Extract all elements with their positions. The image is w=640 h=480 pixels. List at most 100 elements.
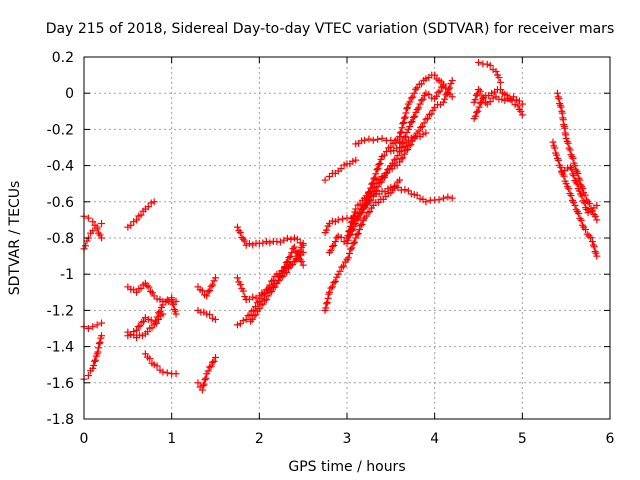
data-point bbox=[98, 319, 106, 327]
data-point bbox=[150, 198, 158, 206]
data-point bbox=[352, 234, 360, 242]
y-tick-label: -0.8 bbox=[47, 231, 74, 247]
data-point bbox=[159, 368, 167, 376]
series-arc-09 bbox=[141, 350, 180, 378]
y-tick-label: -1.8 bbox=[47, 412, 74, 428]
data-point bbox=[334, 216, 342, 224]
data-point bbox=[593, 201, 601, 209]
x-tick-label: 4 bbox=[430, 431, 439, 447]
data-point bbox=[290, 258, 298, 266]
x-tick-label: 2 bbox=[255, 431, 264, 447]
data-point bbox=[172, 370, 180, 378]
data-point bbox=[396, 158, 404, 166]
series-arc-23 bbox=[343, 77, 456, 242]
series-arc-05 bbox=[124, 198, 158, 231]
series-arc-18 bbox=[321, 156, 360, 184]
data-point bbox=[212, 274, 219, 282]
y-tick-label: -1.2 bbox=[47, 303, 74, 319]
series-arc-11 bbox=[194, 274, 219, 300]
data-point bbox=[93, 225, 101, 233]
data-point bbox=[84, 325, 92, 332]
data-point bbox=[553, 89, 561, 97]
series-arc-15 bbox=[233, 223, 307, 249]
x-tick-label: 5 bbox=[518, 431, 527, 447]
data-point bbox=[133, 216, 141, 224]
data-point bbox=[84, 372, 92, 380]
y-tick-label: 0 bbox=[65, 86, 74, 102]
data-point bbox=[439, 98, 447, 106]
data-point bbox=[242, 315, 250, 323]
data-point bbox=[588, 238, 596, 246]
y-tick-label: -0.2 bbox=[47, 122, 74, 138]
data-point bbox=[352, 156, 360, 164]
series-arc-17 bbox=[247, 241, 307, 325]
data-point bbox=[290, 243, 298, 251]
data-point bbox=[299, 261, 307, 269]
data-point bbox=[571, 162, 579, 170]
data-point bbox=[172, 310, 180, 318]
data-point bbox=[84, 214, 92, 222]
data-point bbox=[571, 201, 579, 209]
series-arc-29 bbox=[549, 138, 601, 260]
data-point bbox=[233, 274, 241, 282]
data-point bbox=[233, 223, 241, 231]
data-point bbox=[448, 77, 456, 85]
series-arc-26 bbox=[470, 86, 526, 108]
series-arc-25 bbox=[387, 80, 447, 155]
y-tick-label: -1 bbox=[60, 267, 74, 283]
data-point bbox=[321, 176, 329, 184]
series-arc-27 bbox=[470, 86, 526, 123]
data-point bbox=[448, 93, 456, 101]
data-point bbox=[299, 241, 307, 249]
data-point bbox=[439, 194, 447, 202]
chart-title: Day 215 of 2018, Sidereal Day-to-day VTE… bbox=[46, 21, 614, 37]
series-arc-31 bbox=[558, 163, 601, 217]
x-tick-label: 6 bbox=[606, 431, 615, 447]
data-point bbox=[575, 187, 583, 195]
data-point bbox=[422, 129, 430, 137]
data-point bbox=[422, 198, 430, 206]
data-point bbox=[89, 323, 97, 331]
y-axis-label: SDTVAR / TECUs bbox=[7, 181, 23, 296]
data-point bbox=[89, 227, 97, 235]
data-point bbox=[593, 216, 601, 224]
x-axis-label: GPS time / hours bbox=[288, 459, 405, 475]
data-point bbox=[387, 183, 395, 191]
data-point bbox=[325, 288, 333, 296]
data-point bbox=[133, 326, 141, 334]
data-point bbox=[168, 294, 176, 302]
data-point bbox=[361, 136, 369, 144]
data-point bbox=[593, 252, 601, 260]
data-point bbox=[514, 102, 522, 110]
data-point bbox=[255, 305, 263, 313]
data-point bbox=[475, 58, 482, 66]
x-tick-label: 1 bbox=[167, 431, 176, 447]
data-point bbox=[413, 105, 421, 113]
data-point bbox=[431, 71, 439, 79]
data-point bbox=[439, 80, 447, 88]
data-point bbox=[396, 144, 404, 151]
data-point bbox=[492, 67, 500, 75]
series-arc-10 bbox=[194, 353, 219, 394]
data-point bbox=[396, 176, 404, 184]
data-point bbox=[369, 136, 377, 144]
data-point bbox=[496, 78, 504, 86]
y-tick-label: -1.4 bbox=[47, 340, 74, 356]
series-arc-30 bbox=[553, 89, 601, 224]
series-arc-04 bbox=[80, 332, 106, 383]
data-point bbox=[212, 353, 219, 361]
data-point bbox=[549, 138, 557, 146]
axis-ticks bbox=[83, 56, 611, 420]
axis-tick-labels: 0 1 2 3 4 5 6 0.2 0 -0.2 -0.4 -0.6 -0.8 -1 -1.2 -1.4 -1.… bbox=[47, 50, 615, 447]
data-point bbox=[198, 386, 206, 394]
data-point bbox=[562, 180, 570, 188]
data-series bbox=[80, 58, 601, 394]
series-arc-12 bbox=[194, 306, 219, 323]
data-point bbox=[352, 205, 360, 213]
y-tick-label: -0.6 bbox=[47, 195, 74, 211]
data-point bbox=[212, 315, 219, 323]
data-point bbox=[352, 220, 360, 228]
series-arc-22 bbox=[343, 71, 456, 242]
data-point bbox=[98, 220, 106, 228]
